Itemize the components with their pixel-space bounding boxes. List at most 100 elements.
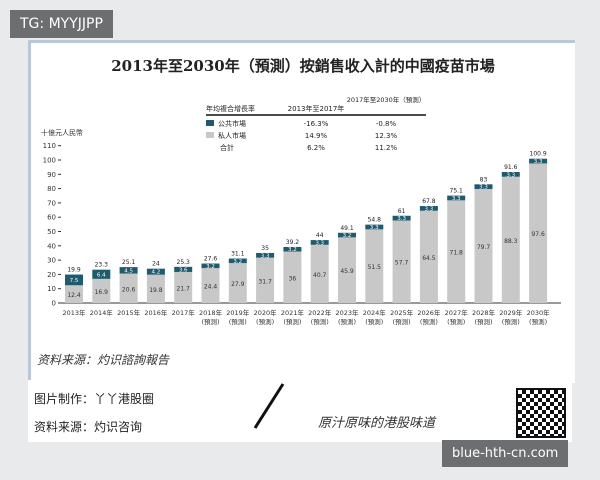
private-value-label: 21.7: [177, 285, 191, 292]
x-tick-label-sub: (預測): [447, 317, 465, 326]
private-value-label: 79.7: [477, 244, 491, 251]
private-value-label: 12.4: [67, 292, 81, 299]
url-badge: blue-hth-cn.com: [442, 440, 569, 467]
public-value-label: 3.2: [343, 233, 352, 239]
tag-badge: TG: MYYJJPP: [10, 10, 113, 38]
public-value-label: 3.3: [397, 216, 406, 222]
qr-code: [516, 388, 566, 438]
total-value-label: 91.6: [504, 164, 518, 171]
public-value-label: 3.6: [179, 267, 188, 273]
private-value-label: 27.9: [231, 281, 245, 288]
bar-public: [146, 268, 165, 275]
y-tick-label: 80: [47, 185, 56, 193]
bar-public: [92, 269, 111, 279]
y-tick-label: 70: [47, 199, 56, 207]
private-value-label: 16.9: [95, 289, 109, 296]
y-tick-label: 40: [47, 242, 56, 250]
x-tick-label: 2028年: [472, 308, 496, 317]
total-value-label: 25.3: [177, 259, 191, 266]
public-value-label: 3.3: [370, 225, 379, 231]
x-tick-label-sub: (預測): [529, 317, 547, 326]
private-value-label: 51.5: [368, 264, 382, 271]
total-value-label: 24: [152, 261, 160, 268]
public-value-label: 4.5: [124, 268, 133, 274]
x-tick-label-sub: (預測): [256, 317, 274, 326]
bar-public: [119, 267, 138, 274]
private-value-label: 20.6: [122, 286, 136, 293]
bar-public: [474, 184, 493, 190]
x-tick-label-sub: (預測): [201, 317, 219, 326]
cagr-value: 14.9%: [305, 132, 328, 140]
x-tick-label: 2016年: [144, 308, 168, 317]
public-value-label: 7.5: [70, 278, 79, 284]
y-tick-label: 60: [47, 214, 56, 222]
cagr-header: 年均複合增長率: [206, 104, 255, 113]
bar-private: [283, 251, 302, 303]
private-value-label: 40.7: [313, 272, 327, 279]
bar-private: [419, 210, 438, 303]
footer: 图片制作：丫丫港股圈 资料来源：灼识咨询 原汁原味的港股味道: [28, 380, 572, 442]
total-value-label: 39.2: [286, 239, 300, 246]
bar-private: [310, 244, 329, 303]
bar-public: [338, 232, 356, 238]
public-value-label: 3.2: [206, 264, 215, 270]
legend-swatch: [206, 120, 214, 126]
total-value-label: 23.3: [95, 262, 109, 269]
cagr-value: 12.3%: [375, 132, 398, 140]
x-tick-label-sub: (預測): [311, 317, 329, 326]
public-value-label: 3.3: [506, 172, 515, 178]
public-value-label: 3.3: [534, 159, 543, 165]
private-value-label: 97.6: [531, 231, 545, 238]
x-tick-label-sub: (預測): [365, 317, 383, 326]
bar-public: [256, 252, 275, 258]
bar-public: [529, 158, 548, 164]
x-tick-label: 2015年: [117, 308, 141, 317]
private-value-label: 71.8: [450, 250, 464, 257]
x-tick-label: 2024年: [363, 308, 387, 317]
x-tick-label: 2014年: [90, 308, 114, 317]
bar-public: [501, 172, 520, 177]
x-tick-label: 2030年: [527, 308, 551, 317]
bar-public: [228, 258, 247, 264]
x-tick-label: 2019年: [226, 308, 250, 317]
source-note: 资料来源：灼识諮詢報告: [37, 353, 170, 367]
bar-private: [365, 229, 384, 303]
y-tick-label: 110: [43, 142, 56, 150]
bar-private: [65, 285, 83, 303]
made-by: 图片制作：丫丫港股圈: [34, 392, 155, 406]
private-value-label: 57.7: [395, 260, 409, 267]
cagr-row-label: 私人市場: [218, 131, 246, 140]
private-value-label: 24.4: [204, 284, 218, 291]
cagr-header: 2013年至2017年: [288, 104, 345, 113]
public-value-label: 3.2: [288, 247, 297, 253]
total-value-label: 44: [316, 232, 324, 239]
y-tick-label: 20: [47, 271, 56, 279]
total-value-label: 54.8: [368, 217, 382, 224]
bar-public: [447, 195, 466, 201]
bar-private: [447, 200, 466, 303]
x-tick-label-sub: (預測): [474, 317, 492, 326]
x-tick-label-sub: (預測): [502, 317, 520, 326]
total-value-label: 100.9: [530, 151, 547, 158]
slogan: 原汁原味的港股味道: [318, 416, 436, 431]
bar-private: [392, 220, 411, 303]
bar-private: [228, 263, 247, 303]
x-tick-label: 2027年: [445, 308, 469, 317]
private-value-label: 64.5: [422, 255, 436, 262]
x-tick-label-sub: (預測): [393, 317, 411, 326]
bar-private: [119, 273, 138, 303]
private-value-label: 19.8: [149, 287, 163, 294]
x-tick-label: 2020年: [254, 308, 278, 317]
bar-public: [283, 246, 302, 252]
total-value-label: 49.1: [340, 225, 354, 232]
bar-private: [474, 189, 493, 303]
bar-public: [201, 263, 220, 269]
bar-public: [310, 240, 329, 245]
y-tick-label: 10: [47, 285, 56, 293]
chart-title: 2013年至2030年（預測）按銷售收入計的中國疫苗市場: [111, 57, 495, 75]
cagr-row-label: 合計: [220, 143, 234, 152]
private-value-label: 36: [289, 275, 297, 282]
public-value-label: 3.3: [452, 196, 461, 202]
private-value-label: 31.7: [258, 278, 272, 285]
total-value-label: 35: [261, 245, 269, 252]
